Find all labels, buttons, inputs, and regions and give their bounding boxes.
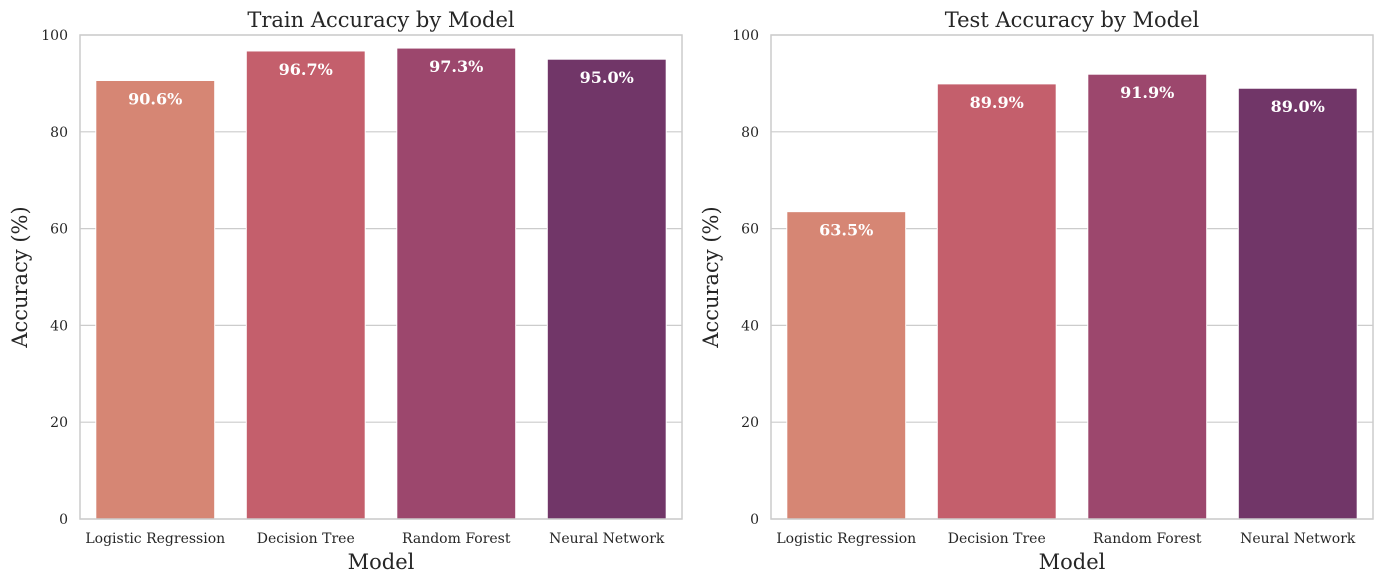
- y-tick-label: 0: [750, 512, 759, 528]
- chart-title: Train Accuracy by Model: [247, 8, 515, 32]
- chart-panel-2: 0 20 40 60 80 100 63.5% Logistic Regression 89.9…: [699, 8, 1374, 574]
- bar-data-label: 96.7%: [279, 60, 333, 79]
- bar: [245, 50, 366, 520]
- y-tick-label: 40: [50, 318, 68, 334]
- bar-data-label: 91.9%: [1120, 83, 1174, 102]
- bar-data-label: 89.9%: [970, 93, 1024, 112]
- x-tick-label: Random Forest: [1093, 531, 1202, 547]
- bar-data-label: 90.6%: [128, 89, 182, 108]
- y-tick-label: 0: [59, 512, 68, 528]
- y-tick-label: 100: [732, 28, 759, 44]
- x-tick-label: Logistic Regression: [85, 531, 225, 547]
- bar: [546, 58, 667, 520]
- y-tick-label: 20: [741, 415, 759, 431]
- x-tick-label: Neural Network: [549, 531, 665, 547]
- y-tick-label: 60: [741, 222, 759, 238]
- bar: [936, 83, 1057, 520]
- bar-data-label: 95.0%: [580, 68, 634, 87]
- x-tick-label: Decision Tree: [948, 531, 1046, 547]
- plot-frame: [79, 34, 683, 520]
- x-axis-label: Model: [348, 550, 415, 574]
- plot-frame: [770, 34, 1374, 520]
- y-tick-label: 60: [50, 222, 68, 238]
- x-tick-label: Logistic Regression: [776, 531, 916, 547]
- chart-panel-1: 0 20 40 60 80 100 90.6% Logistic Regression 96.7…: [8, 8, 683, 574]
- bar-data-label: 63.5%: [819, 221, 873, 240]
- bar: [396, 47, 517, 520]
- y-tick-label: 20: [50, 415, 68, 431]
- x-tick-label: Random Forest: [402, 531, 511, 547]
- bar-data-label: 97.3%: [429, 57, 483, 76]
- x-axis-label: Model: [1039, 550, 1106, 574]
- bar: [1087, 73, 1208, 520]
- y-tick-label: 80: [741, 125, 759, 141]
- bar: [786, 211, 907, 520]
- bar: [1237, 87, 1358, 520]
- x-tick-label: Neural Network: [1240, 531, 1356, 547]
- y-tick-label: 100: [41, 28, 68, 44]
- bar-data-label: 89.0%: [1271, 97, 1325, 116]
- x-tick-label: Decision Tree: [257, 531, 355, 547]
- y-axis-label: Accuracy (%): [699, 206, 723, 348]
- bar: [95, 79, 216, 520]
- y-axis-label: Accuracy (%): [8, 206, 32, 348]
- y-tick-label: 80: [50, 125, 68, 141]
- y-tick-label: 40: [741, 318, 759, 334]
- chart-title: Test Accuracy by Model: [945, 8, 1200, 32]
